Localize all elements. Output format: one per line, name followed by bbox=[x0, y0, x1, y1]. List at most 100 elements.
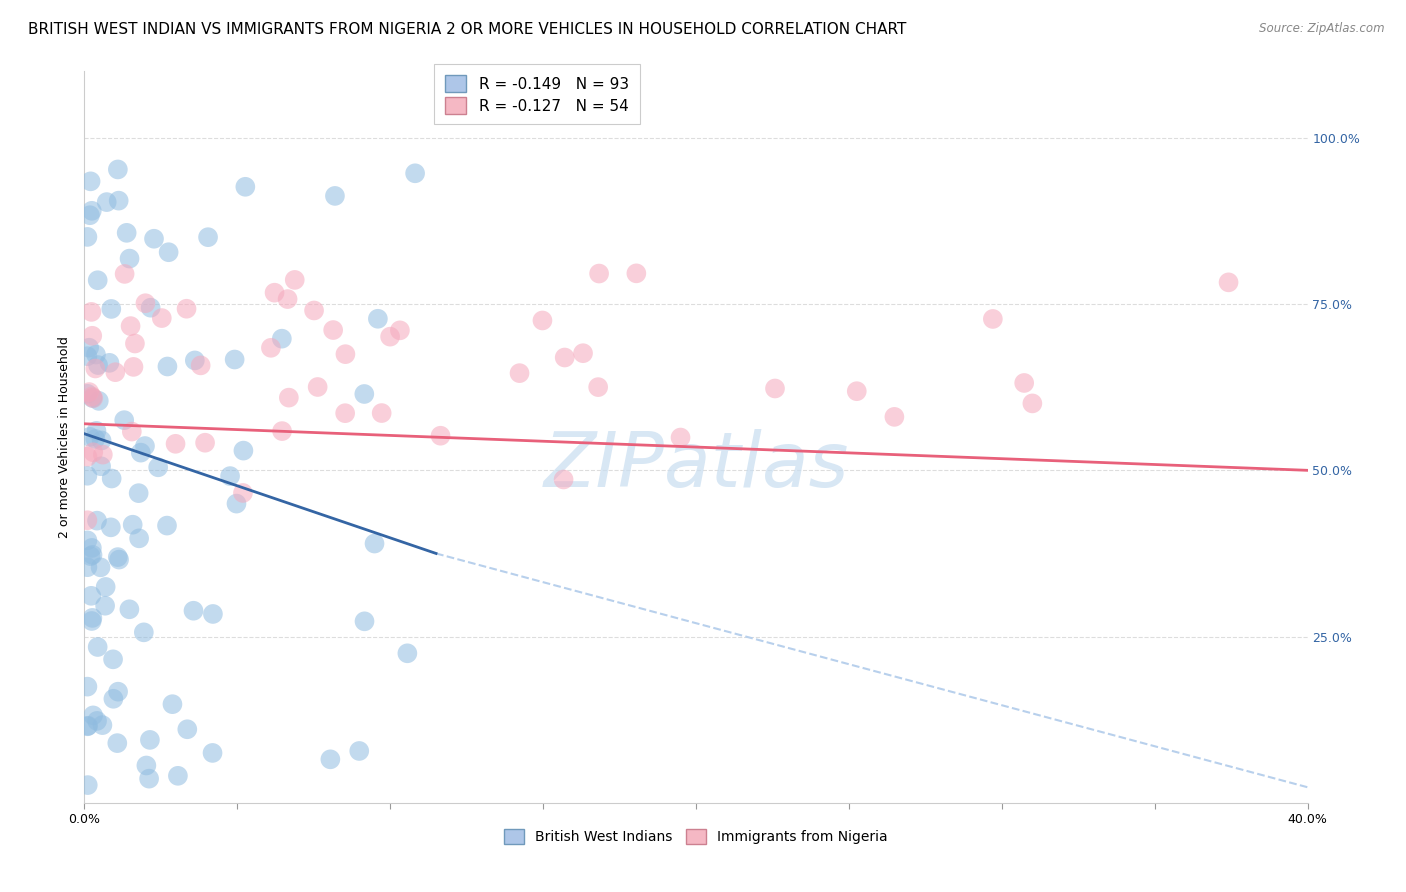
Point bbox=[367, 311, 389, 326]
Point bbox=[76, 778, 98, 792]
Point bbox=[86, 640, 108, 654]
Point bbox=[323, 189, 346, 203]
Point bbox=[396, 646, 419, 660]
Point bbox=[232, 486, 254, 500]
Point bbox=[322, 323, 344, 337]
Point bbox=[353, 387, 375, 401]
Point bbox=[260, 341, 283, 355]
Point bbox=[404, 166, 426, 180]
Point bbox=[1021, 396, 1043, 410]
Point bbox=[118, 602, 141, 616]
Point bbox=[370, 406, 392, 420]
Point bbox=[76, 533, 98, 548]
Point bbox=[76, 450, 98, 464]
Point bbox=[307, 380, 329, 394]
Point bbox=[94, 599, 117, 613]
Point bbox=[197, 230, 219, 244]
Point bbox=[183, 604, 205, 618]
Point bbox=[122, 359, 145, 374]
Point bbox=[270, 332, 292, 346]
Point bbox=[114, 267, 136, 281]
Point bbox=[82, 611, 104, 625]
Point bbox=[91, 448, 114, 462]
Point bbox=[626, 266, 648, 280]
Point bbox=[82, 391, 104, 405]
Point bbox=[138, 772, 160, 786]
Point bbox=[112, 413, 135, 427]
Legend: British West Indians, Immigrants from Nigeria: British West Indians, Immigrants from Ni… bbox=[498, 822, 894, 851]
Point bbox=[378, 329, 401, 343]
Point bbox=[349, 744, 371, 758]
Text: BRITISH WEST INDIAN VS IMMIGRANTS FROM NIGERIA 2 OR MORE VEHICLES IN HOUSEHOLD C: BRITISH WEST INDIAN VS IMMIGRANTS FROM N… bbox=[28, 22, 907, 37]
Point bbox=[271, 424, 294, 438]
Point bbox=[363, 536, 385, 550]
Point bbox=[82, 391, 104, 405]
Point bbox=[77, 341, 100, 355]
Point bbox=[150, 311, 173, 326]
Point bbox=[80, 614, 103, 628]
Point bbox=[105, 736, 128, 750]
Point bbox=[353, 615, 375, 629]
Point bbox=[76, 560, 98, 574]
Y-axis label: 2 or more Vehicles in Household: 2 or more Vehicles in Household bbox=[58, 336, 72, 538]
Point bbox=[86, 273, 108, 287]
Point bbox=[90, 434, 112, 448]
Point bbox=[77, 719, 100, 733]
Point bbox=[91, 718, 114, 732]
Point bbox=[79, 430, 101, 444]
Point bbox=[98, 356, 121, 370]
Point bbox=[104, 365, 127, 379]
Point bbox=[184, 353, 207, 368]
Point bbox=[388, 323, 411, 337]
Point bbox=[82, 445, 104, 459]
Point bbox=[76, 468, 98, 483]
Point bbox=[80, 389, 103, 403]
Point bbox=[588, 267, 610, 281]
Point bbox=[302, 303, 325, 318]
Point bbox=[82, 708, 104, 723]
Point bbox=[128, 486, 150, 500]
Point bbox=[80, 541, 103, 555]
Point bbox=[553, 473, 575, 487]
Point bbox=[90, 459, 112, 474]
Point bbox=[80, 203, 103, 218]
Point bbox=[86, 424, 108, 438]
Point bbox=[224, 352, 246, 367]
Point bbox=[107, 684, 129, 698]
Point bbox=[167, 769, 190, 783]
Point bbox=[121, 517, 143, 532]
Point bbox=[883, 409, 905, 424]
Point bbox=[129, 445, 152, 459]
Point bbox=[76, 386, 98, 401]
Point bbox=[84, 361, 107, 376]
Point bbox=[233, 179, 256, 194]
Point bbox=[132, 625, 155, 640]
Point bbox=[87, 393, 110, 408]
Point bbox=[96, 195, 118, 210]
Point bbox=[1218, 276, 1240, 290]
Point bbox=[165, 437, 187, 451]
Point bbox=[76, 680, 98, 694]
Point bbox=[87, 358, 110, 372]
Point bbox=[80, 305, 103, 319]
Point bbox=[219, 469, 242, 483]
Point bbox=[84, 432, 107, 446]
Point bbox=[128, 532, 150, 546]
Point bbox=[509, 366, 531, 380]
Point bbox=[176, 723, 198, 737]
Point bbox=[763, 382, 786, 396]
Point bbox=[77, 385, 100, 400]
Point bbox=[76, 230, 98, 244]
Point bbox=[554, 351, 576, 365]
Point bbox=[139, 732, 162, 747]
Point bbox=[120, 319, 142, 334]
Point bbox=[79, 174, 101, 188]
Point bbox=[232, 443, 254, 458]
Point bbox=[80, 589, 103, 603]
Point bbox=[79, 208, 101, 222]
Point bbox=[162, 697, 184, 711]
Point bbox=[100, 520, 122, 534]
Point bbox=[134, 296, 156, 310]
Point bbox=[572, 346, 595, 360]
Point bbox=[845, 384, 868, 399]
